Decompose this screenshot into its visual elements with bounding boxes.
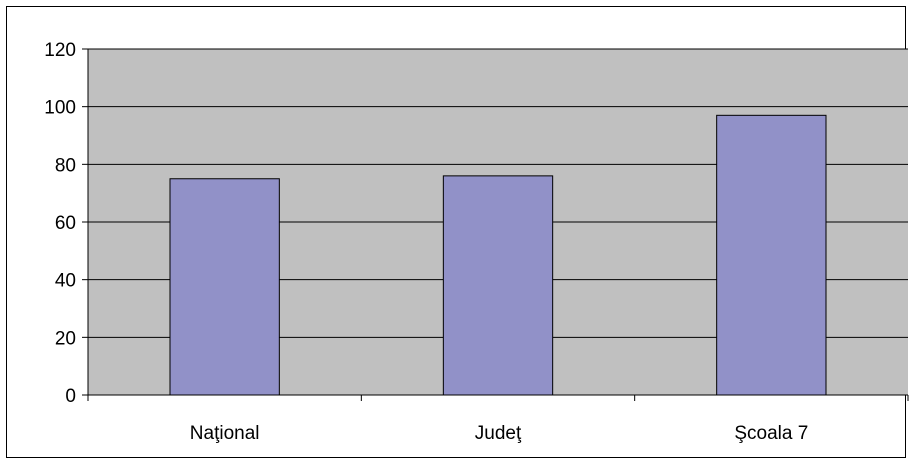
axes	[82, 48, 909, 401]
y-tick-label: 80	[55, 155, 76, 176]
bar	[442, 175, 554, 396]
y-tick-label: 100	[44, 98, 76, 119]
x-category-label: Şcoala 7	[734, 423, 808, 444]
y-tick-label: 20	[55, 328, 76, 349]
x-category-label: Judeţ	[475, 423, 522, 444]
x-category-label: Naţional	[190, 423, 260, 444]
y-tick-label: 0	[65, 386, 76, 407]
bars	[169, 114, 827, 396]
y-tick-label: 120	[44, 40, 76, 61]
bar	[716, 114, 827, 396]
y-tick-labels: 0 20 40 60 80 100 120	[44, 40, 76, 407]
y-tick-label: 60	[55, 213, 76, 234]
bar	[169, 178, 280, 396]
y-tick-label: 40	[55, 271, 76, 292]
x-category-labels: Naţional Judeţ Şcoala 7	[190, 423, 809, 444]
